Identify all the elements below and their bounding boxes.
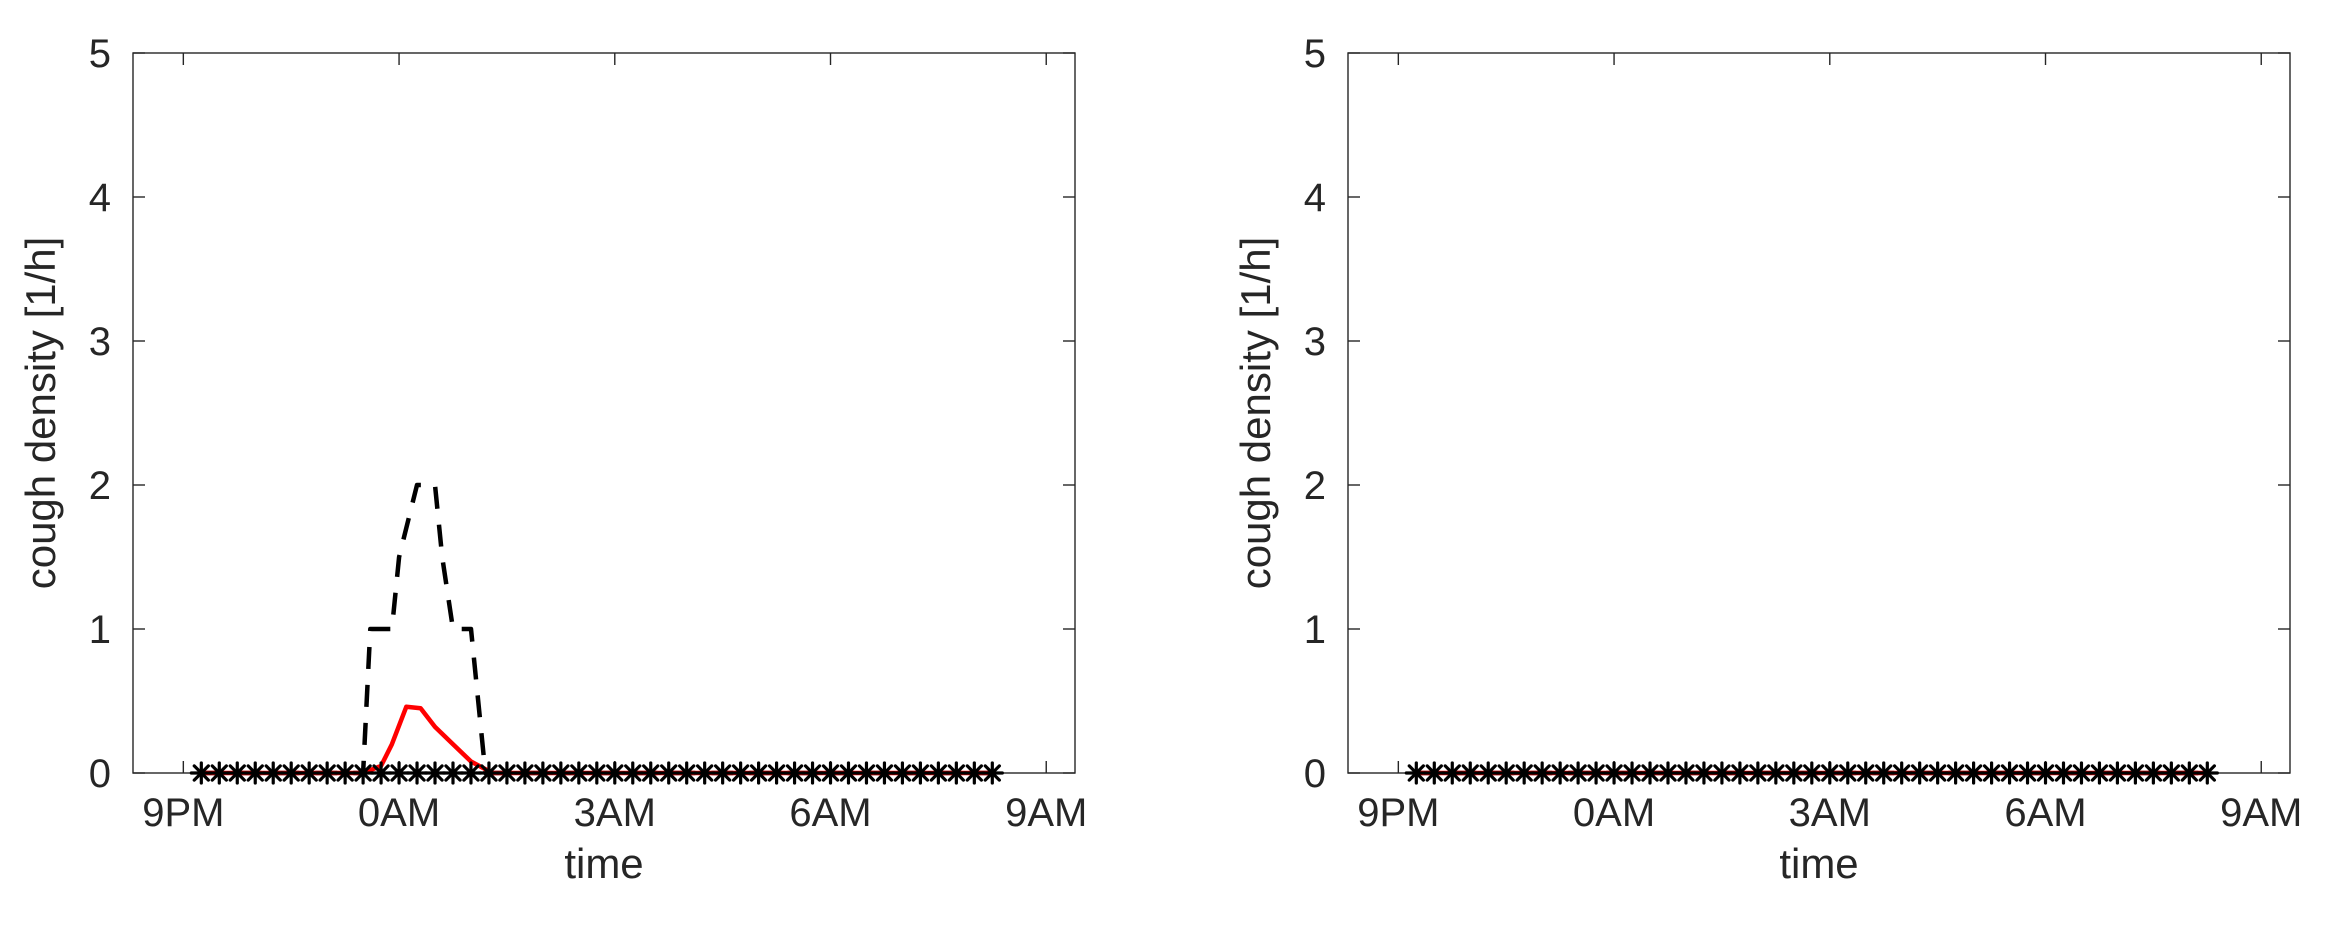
right-asterisk-marker [2015, 761, 2040, 785]
left-axes-box [132, 52, 1076, 774]
right-x-tick-label: 9PM [1357, 791, 1439, 835]
right-asterisk-marker [1584, 761, 1608, 785]
left-asterisk-marker [711, 761, 735, 785]
left-y-axis-label: cough density [1/h] [17, 237, 64, 590]
right-y-tick-label: 3 [1304, 320, 1326, 364]
left-asterisk-marker [477, 761, 501, 785]
left-y-tick-label: 2 [89, 464, 111, 508]
left-y-tick-label: 4 [89, 176, 111, 220]
left-x-tick-label: 6AM [789, 791, 871, 835]
chart-right: 9PM 0AM 3AM 6AM 9AM 0 1 2 3 4 5 time cough density [… [1232, 32, 2302, 887]
left-asterisk-marker [279, 761, 303, 785]
left-asterisk-marker [854, 761, 879, 785]
left-asterisk-marker [567, 761, 591, 785]
left-x-tick-label: 9AM [1005, 791, 1087, 835]
right-asterisk-marker [2195, 761, 2219, 785]
right-axes-box [1347, 52, 2291, 774]
left-x-axis-label: time [564, 840, 643, 887]
right-asterisk-marker [1836, 761, 1860, 785]
right-y-tick-label: 5 [1304, 32, 1326, 76]
right-asterisk-marker [1692, 761, 1716, 785]
left-asterisk-marker [387, 761, 411, 785]
right-asterisk-marker [1962, 761, 1986, 785]
left-x-tick-label: 9PM [142, 791, 224, 835]
left-asterisk-marker [549, 761, 573, 785]
left-asterisk-marker [423, 761, 447, 785]
right-y-axis-label: cough density [1/h] [1232, 237, 1279, 590]
right-x-tick-label: 3AM [1789, 791, 1871, 835]
right-asterisk-marker [1422, 761, 1446, 785]
left-x-tick-label: 0AM [358, 791, 440, 835]
left-asterisk-marker [333, 761, 357, 785]
left-asterisk-marker [693, 761, 717, 785]
right-y-tick-label: 4 [1304, 176, 1326, 220]
right-x-tick-label: 9AM [2220, 791, 2302, 835]
left-asterisk-marker [872, 761, 897, 785]
left-asterisk-marker [531, 761, 555, 785]
right-asterisk-marker [1818, 761, 1842, 785]
right-asterisk-marker [1926, 761, 1950, 785]
left-asterisk-marker [513, 761, 537, 785]
left-y-tick-label: 5 [89, 32, 111, 76]
right-x-tick-label: 0AM [1573, 791, 1655, 835]
right-y-tick-label: 0 [1304, 752, 1326, 796]
left-asterisk-marker [189, 761, 213, 785]
left-x-tick-label: 3AM [574, 791, 656, 835]
left-asterisk-marker [980, 761, 1004, 785]
right-asterisk-marker [1476, 761, 1500, 785]
left-asterisk-marker [764, 761, 789, 785]
right-asterisk-marker [1566, 761, 1590, 785]
left-asterisk-marker [207, 761, 231, 785]
chart-left: 9PM 0AM 3AM 6AM 9AM 0 1 2 3 4 5 time cough density [… [17, 32, 1087, 887]
right-asterisk-marker [2177, 761, 2201, 785]
left-asterisk-marker [225, 761, 249, 785]
right-asterisk-marker [1602, 761, 1626, 785]
left-asterisk-marker [657, 761, 681, 785]
right-asterisk-marker [1458, 761, 1482, 785]
left-y-tick-label: 1 [89, 608, 111, 652]
right-asterisk-marker [2159, 761, 2183, 785]
right-x-axis-label: time [1779, 840, 1858, 887]
right-x-tick-label: 6AM [2004, 791, 2086, 835]
left-y-tick-label: 3 [89, 320, 111, 364]
left-dashed-black-line [201, 482, 993, 776]
left-asterisk-marker [639, 761, 663, 785]
left-asterisk-marker [243, 761, 267, 785]
right-y-tick-label: 2 [1304, 464, 1326, 508]
right-y-tick-label: 1 [1304, 608, 1326, 652]
left-y-tick-label: 0 [89, 752, 111, 796]
